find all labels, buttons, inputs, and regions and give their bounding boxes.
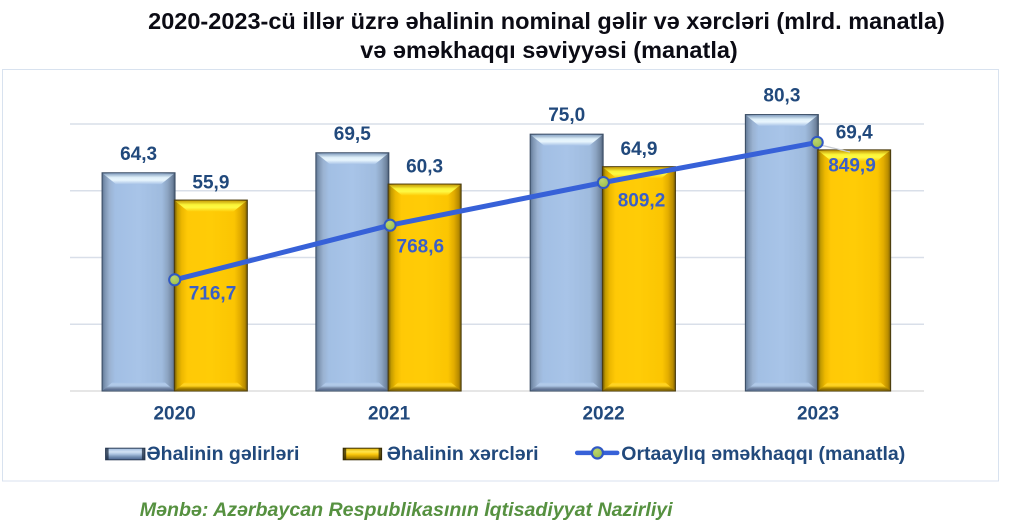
svg-text:55,9: 55,9 <box>192 173 229 194</box>
svg-text:75,0: 75,0 <box>548 105 585 126</box>
svg-text:60,3: 60,3 <box>406 157 443 178</box>
svg-text:809,2: 809,2 <box>618 191 666 212</box>
svg-text:və əməkhaqqı səviyyəsi (manatl: və əməkhaqqı səviyyəsi (manatla) <box>360 37 738 63</box>
svg-text:2020-2023-cü illər üzrə əhalin: 2020-2023-cü illər üzrə əhalinin nominal… <box>148 8 945 34</box>
svg-text:69,5: 69,5 <box>334 124 371 145</box>
svg-text:2023: 2023 <box>797 403 839 424</box>
svg-text:716,7: 716,7 <box>189 284 237 305</box>
svg-text:Ortaaylıq əməkhaqqı (manatla): Ortaaylıq əməkhaqqı (manatla) <box>621 443 905 465</box>
svg-text:768,6: 768,6 <box>397 237 445 258</box>
svg-text:2020: 2020 <box>153 403 195 424</box>
svg-text:64,9: 64,9 <box>621 139 658 160</box>
svg-text:64,3: 64,3 <box>120 144 157 165</box>
svg-text:Əhalinin gəlirləri: Əhalinin gəlirləri <box>147 443 300 465</box>
svg-text:80,3: 80,3 <box>763 86 800 107</box>
svg-text:2022: 2022 <box>582 403 624 424</box>
svg-text:69,4: 69,4 <box>836 122 873 143</box>
svg-text:Əhalinin xərcləri: Əhalinin xərcləri <box>387 443 539 465</box>
svg-text:Mənbə: Azərbaycan Respublikası: Mənbə: Azərbaycan Respublikasının İqtisa… <box>140 498 673 521</box>
svg-text:2021: 2021 <box>368 403 411 424</box>
svg-text:849,9: 849,9 <box>828 156 876 177</box>
